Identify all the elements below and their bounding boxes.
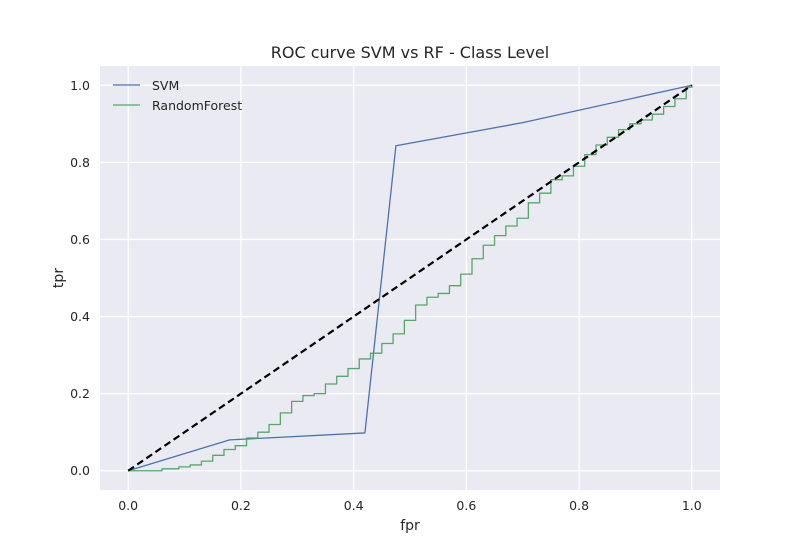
x-tick-label: 0.2 [231,498,251,513]
y-tick-label: 1.0 [70,78,90,93]
y-tick-label: 0.0 [70,463,90,478]
legend-label-randomforest: RandomForest [152,98,242,113]
y-tick-label: 0.6 [70,232,90,247]
y-tick-label: 0.2 [70,386,90,401]
y-tick-label: 0.8 [70,155,90,170]
series-lines [127,84,693,472]
series-line-svm [127,84,692,472]
chart-title: ROC curve SVM vs RF - Class Level [271,43,549,62]
x-tick-label: 1.0 [682,498,702,513]
x-tick-label: 0.0 [118,498,138,513]
series-line-randomforest [128,85,693,472]
y-tick-labels: 0.0 0.2 0.4 0.6 0.8 1.0 [70,78,90,478]
x-tick-label: 0.8 [569,498,589,513]
x-axis-label: fpr [400,518,420,534]
legend: SVM RandomForest [113,78,242,113]
x-tick-label: 0.4 [344,498,364,513]
y-axis-label: tpr [51,268,67,288]
grid-lines [100,66,720,490]
diagonal-reference-line [127,84,693,472]
x-tick-labels: 0.0 0.2 0.4 0.6 0.8 1.0 [118,498,702,513]
y-tick-label: 0.4 [70,309,90,324]
x-tick-label: 0.6 [456,498,476,513]
legend-label-svm: SVM [152,78,179,93]
